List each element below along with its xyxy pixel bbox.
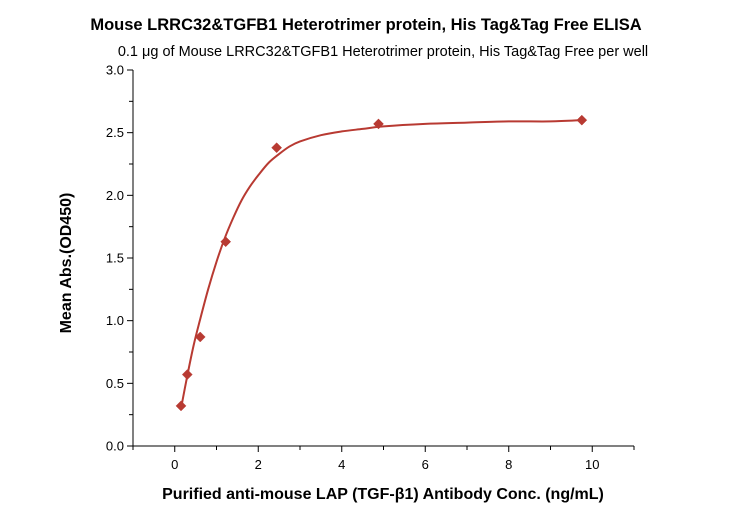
x-tick-label: 2 (255, 457, 262, 472)
chart-title: Mouse LRRC32&TGFB1 Heterotrimer protein,… (90, 16, 641, 34)
chart-subtitle: 0.1 μg of Mouse LRRC32&TGFB1 Heterotrime… (118, 44, 648, 60)
y-tick-label: 0.0 (106, 439, 124, 454)
y-tick-label: 2.5 (106, 125, 124, 140)
x-tick-label: 10 (585, 457, 599, 472)
x-tick-label: 4 (338, 457, 345, 472)
y-tick-label: 3.0 (106, 63, 124, 78)
y-tick-label: 1.5 (106, 251, 124, 266)
data-point-diamond (576, 114, 588, 126)
data-point-diamond (194, 331, 206, 343)
data-points (175, 114, 588, 412)
x-axis-ticks: 0 2 4 6 8 10 (132, 446, 635, 472)
data-point-diamond (175, 400, 187, 412)
y-axis-ticks: 0.0 0.5 1.0 1.5 2.0 2.5 3.0 (106, 63, 133, 454)
y-tick-label: 0.5 (106, 376, 124, 391)
y-axis-label: Mean Abs.(OD450) (58, 193, 75, 334)
x-tick-label: 6 (422, 457, 429, 472)
data-point-diamond (220, 236, 232, 248)
x-tick-label: 0 (171, 457, 178, 472)
y-tick-label: 2.0 (106, 188, 124, 203)
data-point-diamond (373, 118, 384, 130)
fit-curve (180, 119, 582, 409)
y-tick-label: 1.0 (106, 313, 124, 328)
data-point-diamond (181, 369, 193, 380)
x-tick-label: 8 (505, 457, 512, 472)
data-point-diamond (271, 142, 282, 154)
x-axis-label: Purified anti-mouse LAP (TGF-β1) Antibod… (162, 486, 604, 503)
